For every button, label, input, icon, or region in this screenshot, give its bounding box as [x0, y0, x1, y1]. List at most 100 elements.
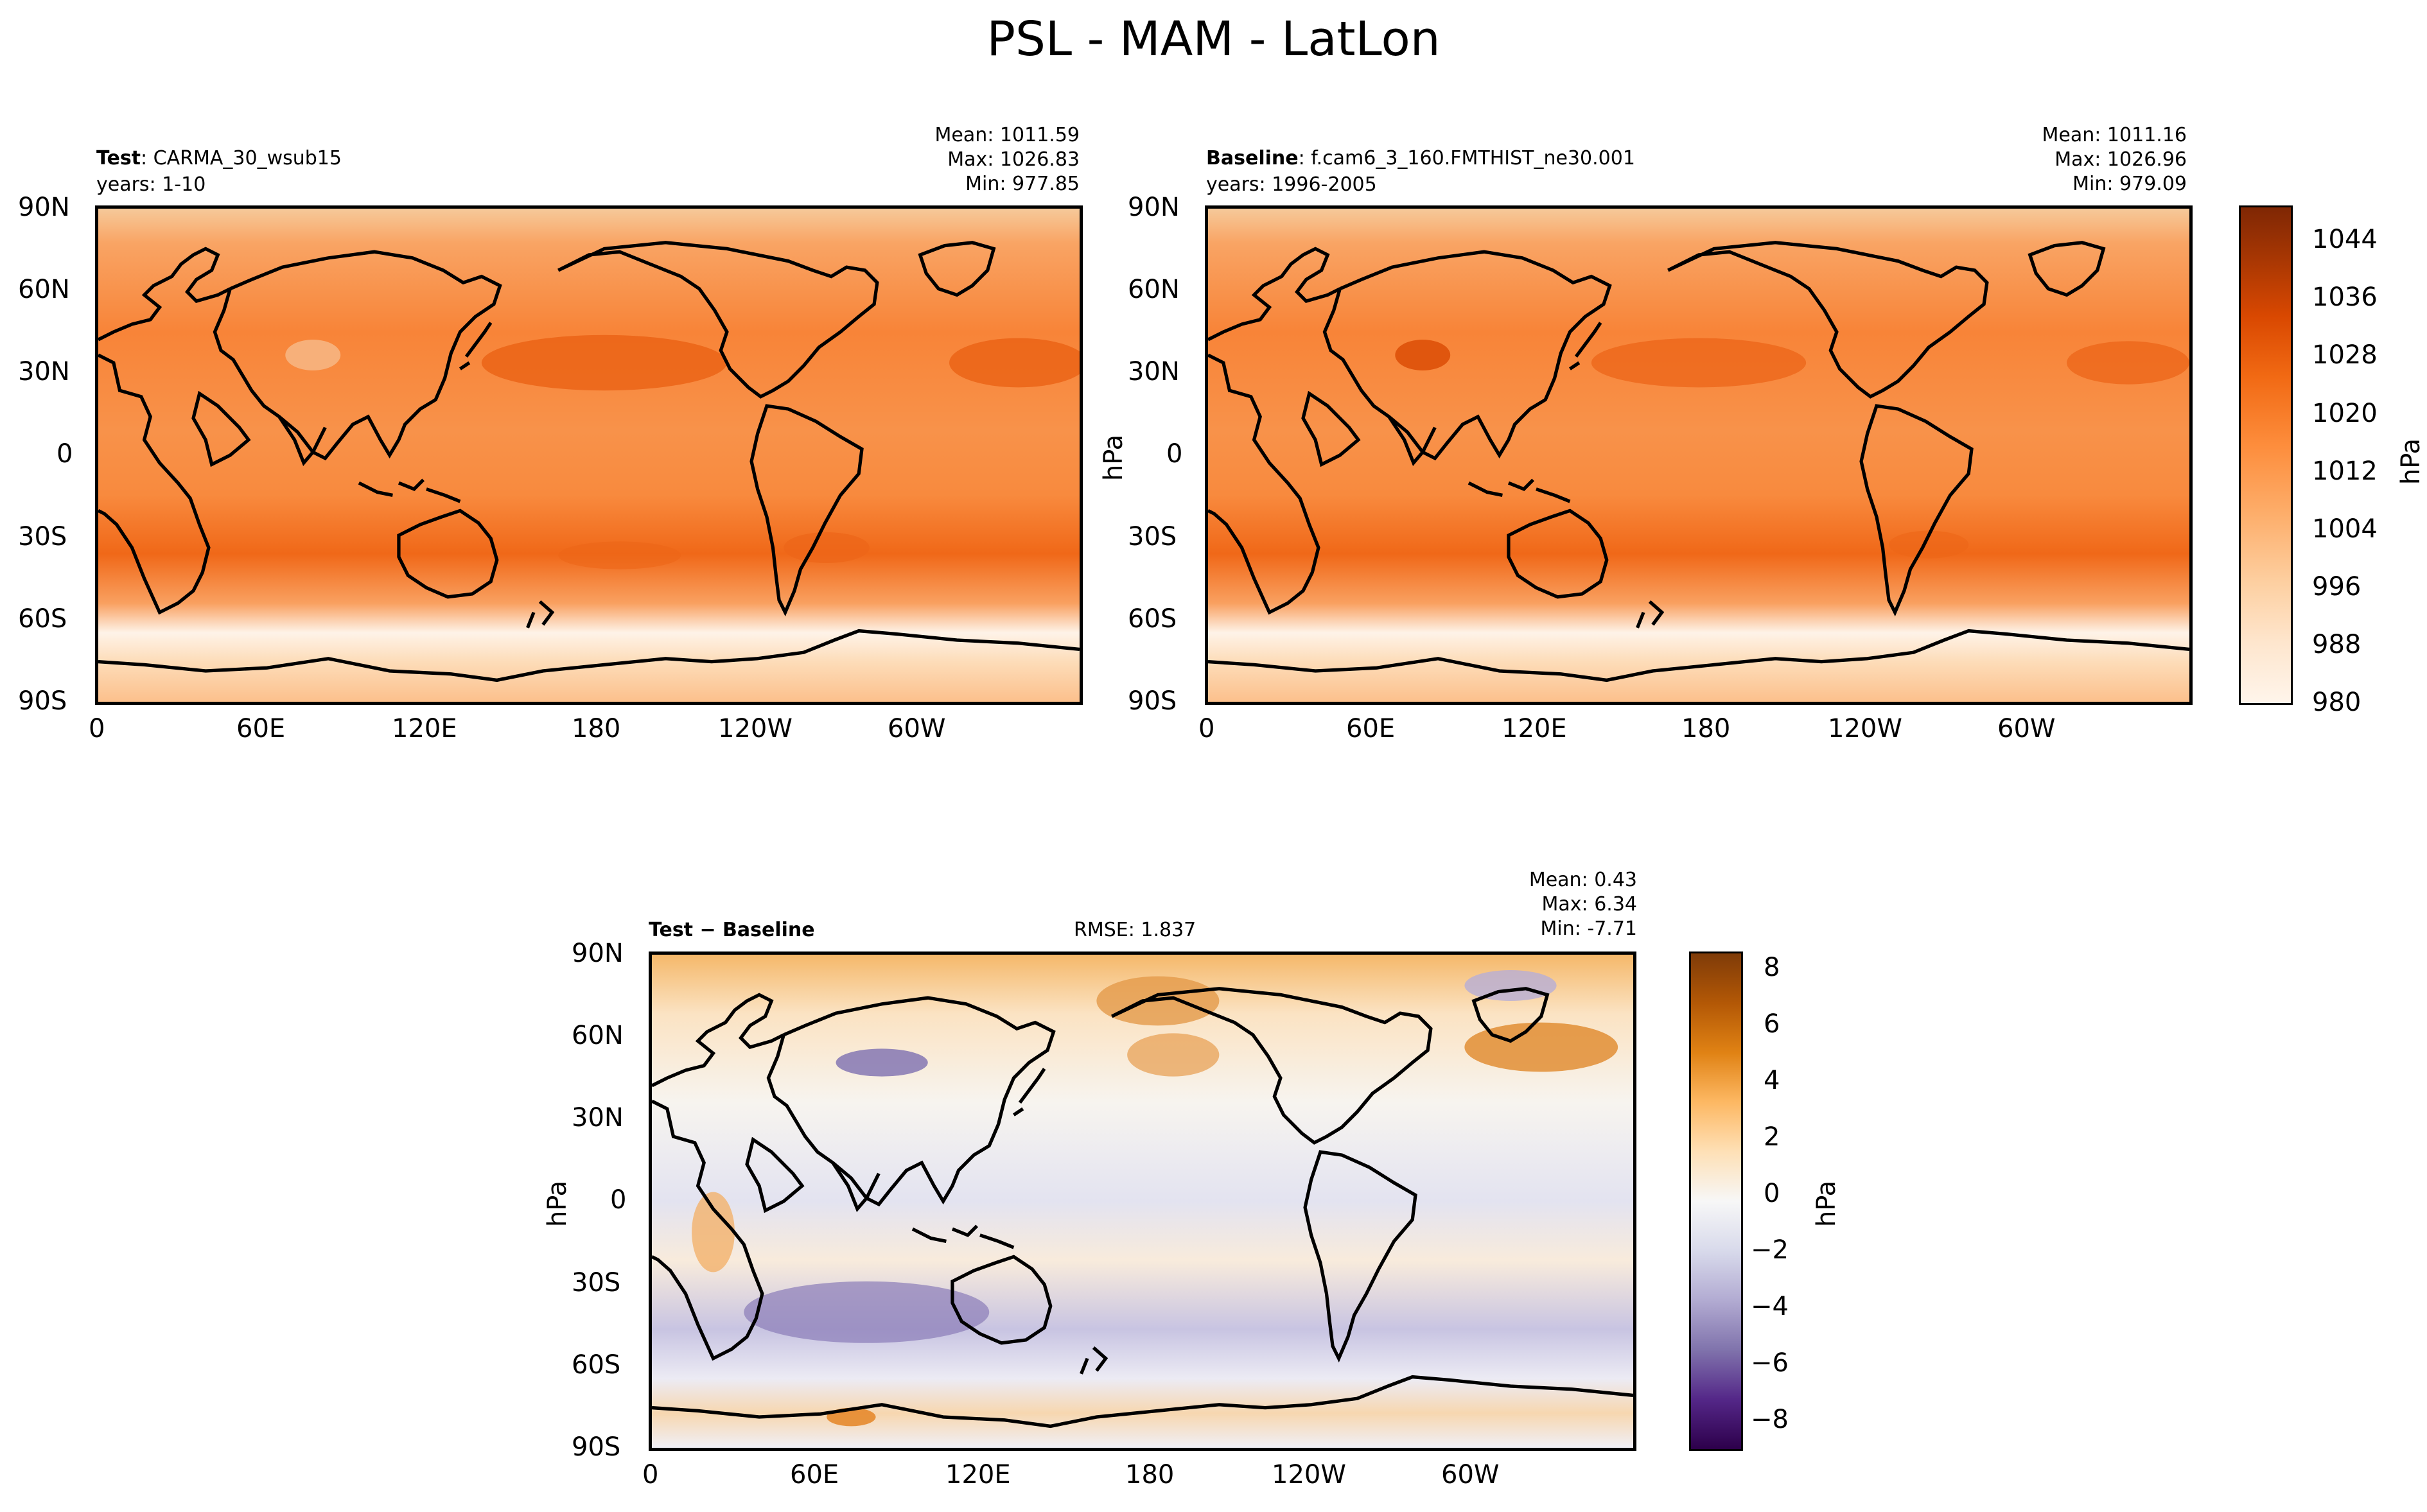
test-lon-60w: 60W — [888, 714, 946, 743]
diff-cbar-tick-8: 8 — [1764, 953, 1780, 982]
main-cbar-tick-1012: 1012 — [2312, 456, 2378, 486]
diff-cbar-tick-4: 4 — [1764, 1066, 1780, 1095]
diff-lon-60w: 60W — [1441, 1460, 1500, 1490]
diff-tibet-neg — [836, 1048, 928, 1077]
test-pacific-high — [481, 335, 727, 391]
baseline-lat-60n: 60N — [1128, 275, 1180, 304]
main-cbar-label: hPa — [2396, 438, 2426, 485]
diff-africa-pos — [692, 1192, 735, 1273]
diff-atlantic-pos — [1464, 1022, 1618, 1072]
test-max: Max: 1026.83 — [947, 148, 1080, 171]
test-lat-90n: 90N — [18, 193, 70, 222]
baseline-lat-30s: 30S — [1128, 522, 1177, 552]
baseline-map — [1205, 205, 2193, 705]
test-tibet-low — [285, 340, 341, 370]
diff-lon-120w: 120W — [1272, 1460, 1346, 1490]
baseline-lon-60e: 60E — [1346, 714, 1396, 743]
test-lon-60e: 60E — [236, 714, 286, 743]
test-map-svg — [98, 209, 1080, 702]
diff-lat-60s: 60S — [572, 1350, 621, 1380]
diff-cbar-tick-6: 6 — [1764, 1009, 1780, 1039]
test-mean: Mean: 1011.59 — [934, 124, 1080, 146]
baseline-lat-30n: 30N — [1128, 357, 1180, 387]
diff-rmse: RMSE: 1.837 — [1074, 919, 1196, 941]
diff-lat-30n: 30N — [572, 1103, 624, 1133]
baseline-pacific-high — [1591, 338, 1807, 388]
main-cbar-tick-1044: 1044 — [2312, 225, 2378, 254]
diff-lon-120e: 120E — [945, 1460, 1011, 1490]
baseline-lat-90n: 90N — [1128, 193, 1180, 222]
baseline-lat-90s: 90S — [1128, 686, 1177, 716]
test-lon-120e: 120E — [392, 714, 457, 743]
diff-label-bold: Test − Baseline — [649, 919, 815, 941]
baseline-lon-0: 0 — [1198, 714, 1215, 743]
diff-lon-60e: 60E — [790, 1460, 839, 1490]
baseline-field — [1208, 209, 2189, 702]
diff-lat-90n: 90N — [572, 939, 624, 968]
test-label: Test: CARMA_30_wsub15 — [96, 146, 342, 171]
main-cbar-tick-1020: 1020 — [2312, 399, 2378, 428]
diff-cbar-tick-neg4: −4 — [1751, 1292, 1789, 1321]
diff-greenland-neg — [1464, 970, 1557, 1001]
main-cbar-tick-1036: 1036 — [2312, 282, 2378, 312]
diff-min: Min: -7.71 — [1540, 917, 1638, 940]
baseline-min: Min: 979.09 — [2072, 173, 2187, 195]
diff-lat-30s: 30S — [572, 1268, 621, 1298]
main-cbar-tick-1028: 1028 — [2312, 340, 2378, 370]
test-sub-high-1 — [784, 532, 870, 563]
diff-lat-60n: 60N — [572, 1021, 624, 1050]
baseline-lon-120w: 120W — [1828, 714, 1902, 743]
diff-colorbar — [1689, 952, 1743, 1451]
diff-lat-0: 0 — [610, 1185, 627, 1215]
test-min: Min: 977.85 — [965, 173, 1080, 195]
baseline-tibet-high — [1395, 340, 1451, 370]
baseline-label-case: : f.cam6_3_160.FMTHIST_ne30.001 — [1298, 147, 1635, 169]
main-cbar-tick-980: 980 — [2312, 688, 2361, 717]
baseline-label: Baseline: f.cam6_3_160.FMTHIST_ne30.001 — [1206, 146, 1635, 171]
diff-field — [652, 955, 1633, 1448]
main-colorbar — [2239, 205, 2293, 705]
baseline-max: Max: 1026.96 — [2055, 148, 2187, 171]
test-lat-60s: 60S — [18, 604, 67, 634]
test-years: years: 1-10 — [96, 173, 206, 196]
diff-southern-neg — [744, 1281, 990, 1343]
diff-pacific-pos — [1127, 1033, 1220, 1077]
test-label-case: : CARMA_30_wsub15 — [141, 147, 342, 169]
diff-cbar-tick-2: 2 — [1764, 1122, 1780, 1152]
test-label-bold: Test — [96, 147, 141, 169]
diff-max: Max: 6.34 — [1541, 893, 1637, 916]
diff-cbar-tick-0: 0 — [1764, 1179, 1780, 1208]
baseline-mean: Mean: 1011.16 — [2042, 124, 2187, 146]
diff-cbar-tick-neg8: −8 — [1751, 1405, 1789, 1434]
diff-label: Test − Baseline — [649, 918, 815, 943]
main-cbar-tick-996: 996 — [2312, 572, 2361, 602]
baseline-lon-180: 180 — [1681, 714, 1731, 743]
baseline-label-bold: Baseline — [1206, 147, 1299, 169]
main-cbar-tick-1004: 1004 — [2312, 514, 2378, 544]
baseline-lat-60s: 60S — [1128, 604, 1177, 634]
test-lat-30n: 30N — [18, 357, 70, 387]
baseline-lon-120e: 120E — [1502, 714, 1567, 743]
diff-lat-90s: 90S — [572, 1432, 621, 1462]
diff-ylabel: hPa — [543, 1180, 573, 1228]
diff-lon-180: 180 — [1125, 1460, 1175, 1490]
main-cbar-tick-988: 988 — [2312, 630, 2361, 659]
baseline-ylabel: hPa — [1099, 434, 1129, 482]
test-lon-180: 180 — [572, 714, 621, 743]
diff-cbar-tick-neg2: −2 — [1751, 1235, 1789, 1265]
diff-lon-0: 0 — [642, 1460, 659, 1490]
test-map — [95, 205, 1083, 705]
test-field — [98, 209, 1080, 702]
diff-cbar-tick-neg6: −6 — [1751, 1348, 1789, 1378]
test-lat-90s: 90S — [18, 686, 67, 716]
baseline-map-svg — [1208, 209, 2189, 702]
test-lat-60n: 60N — [18, 275, 70, 304]
baseline-years: years: 1996-2005 — [1206, 173, 1377, 196]
baseline-lon-60w: 60W — [1997, 714, 2056, 743]
test-lat-0: 0 — [57, 439, 73, 469]
diff-cbar-label: hPa — [1812, 1180, 1842, 1228]
test-azores-high — [949, 338, 1080, 388]
test-sub-high-2 — [558, 541, 681, 569]
test-lon-0: 0 — [89, 714, 105, 743]
diff-mean: Mean: 0.43 — [1529, 869, 1637, 891]
